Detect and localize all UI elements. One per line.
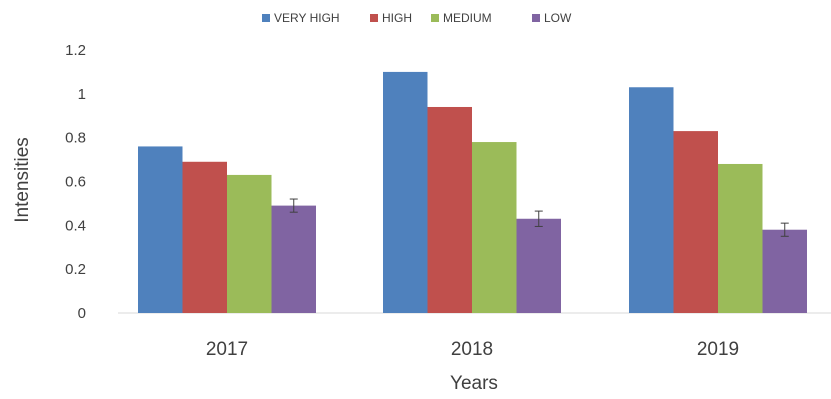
- legend-item: HIGH: [370, 11, 412, 25]
- legend-item: MEDIUM: [431, 11, 492, 25]
- bar-medium-2017: [227, 174, 272, 313]
- legend-label: VERY HIGH: [274, 11, 340, 25]
- legend-swatch: [370, 14, 378, 22]
- legend-label: MEDIUM: [443, 11, 492, 25]
- error-bar-2019: [780, 222, 789, 237]
- x-axis-categories: 2017 2018 2019: [206, 339, 739, 360]
- x-axis-title: Years: [450, 373, 498, 394]
- legend-item: LOW: [532, 11, 572, 25]
- error-bar-2018: [534, 210, 543, 227]
- y-tick-label: 1: [78, 86, 86, 103]
- y-tick-label: 0: [78, 305, 86, 322]
- bar-high-2018: [427, 106, 472, 313]
- x-category-label: 2019: [697, 339, 739, 360]
- error-bar-2017: [289, 198, 298, 213]
- y-tick-label: 0.8: [65, 130, 86, 147]
- y-tick-label: 0.4: [65, 217, 86, 234]
- y-axis-title: Intensities: [12, 137, 33, 223]
- y-tick-label: 0.2: [65, 261, 86, 278]
- y-tick-label: 1.2: [65, 42, 86, 59]
- bar-medium-2019: [718, 163, 763, 313]
- legend-swatch: [532, 14, 540, 22]
- legend-swatch: [431, 14, 439, 22]
- bar-very-high-2019: [629, 87, 674, 313]
- bar-low-2018: [516, 218, 561, 313]
- x-category-label: 2018: [451, 339, 493, 360]
- bar-high-2019: [673, 131, 718, 313]
- bar-very-high-2017: [138, 146, 183, 313]
- bar-very-high-2018: [383, 71, 428, 314]
- legend-label: LOW: [544, 11, 572, 25]
- x-category-label: 2017: [206, 339, 248, 360]
- legend: VERY HIGH HIGH MEDIUM LOW: [262, 11, 572, 25]
- y-axis-ticks: 0 0.2 0.4 0.6 0.8 1 1.2: [65, 42, 86, 322]
- legend-label: HIGH: [382, 11, 412, 25]
- bar-low-2019: [762, 229, 807, 313]
- bar-medium-2018: [472, 142, 517, 313]
- legend-item: VERY HIGH: [262, 11, 340, 25]
- bars: [138, 71, 807, 314]
- bar-low-2017: [271, 205, 316, 313]
- bar-high-2017: [182, 161, 227, 313]
- legend-swatch: [262, 14, 270, 22]
- y-tick-label: 0.6: [65, 174, 86, 191]
